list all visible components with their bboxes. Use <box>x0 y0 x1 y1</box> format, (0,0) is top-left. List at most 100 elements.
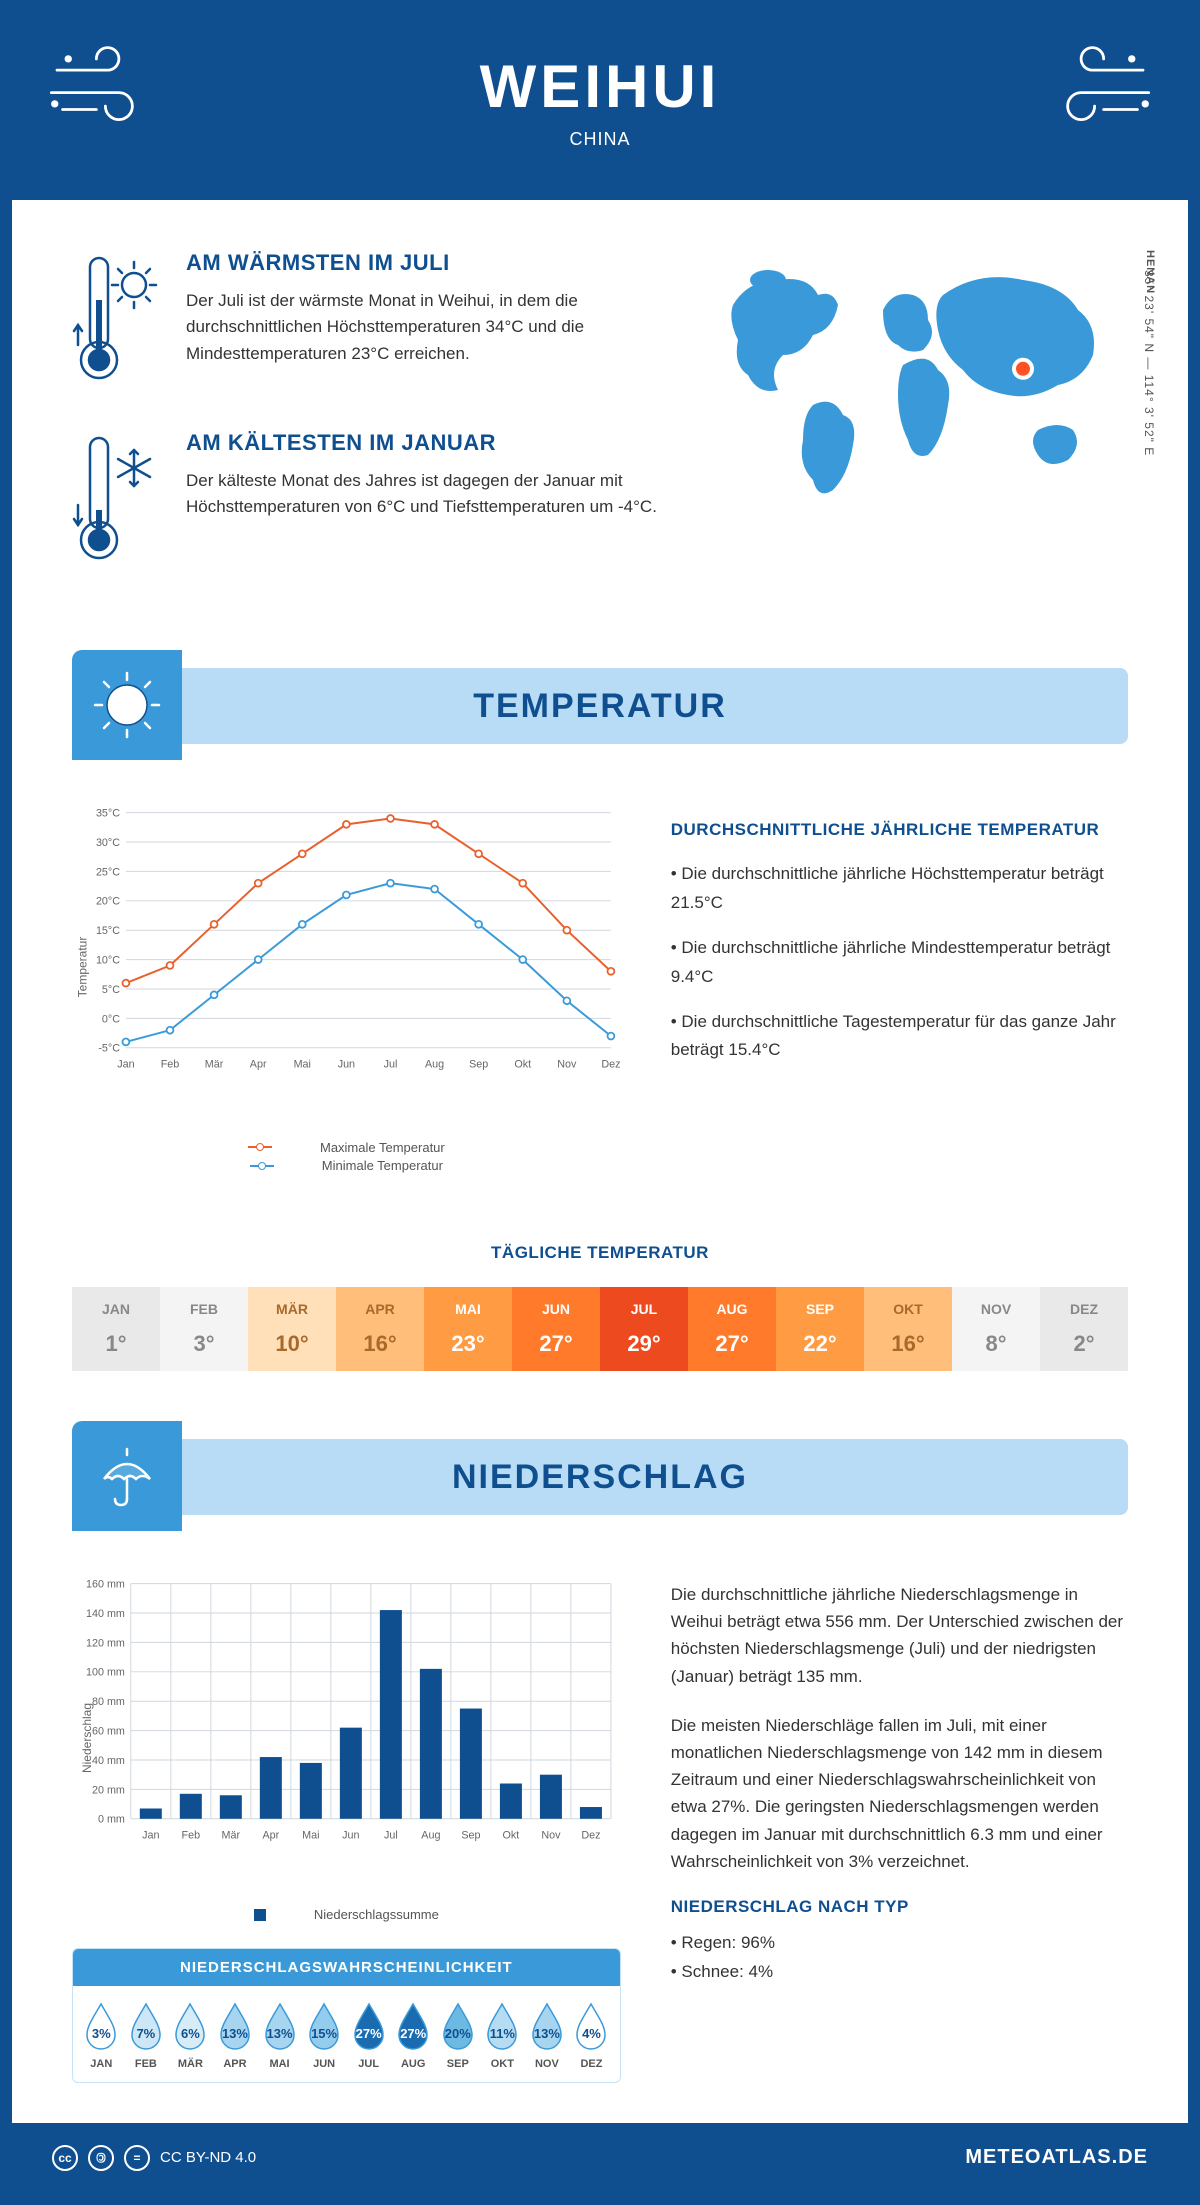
wind-icon <box>42 42 162 132</box>
svg-text:Mai: Mai <box>294 1058 311 1070</box>
warmest-title: AM WÄRMSTEN IM JULI <box>186 250 668 276</box>
temperature-line-chart: Temperatur -5°C0°C5°C10°C15°C20°C25°C30°… <box>72 800 621 1173</box>
thermometer-hot-icon <box>72 250 162 390</box>
svg-text:Feb: Feb <box>161 1058 180 1070</box>
svg-text:Nov: Nov <box>541 1829 561 1841</box>
svg-text:Apr: Apr <box>250 1058 267 1070</box>
legend-min: Minimale Temperatur <box>322 1158 443 1173</box>
prob-cell: 6% MÄR <box>168 2002 213 2070</box>
svg-text:Okt: Okt <box>503 1829 520 1841</box>
prob-cell: 13% APR <box>213 2002 258 2070</box>
prob-cell: 4% DEZ <box>569 2002 614 2070</box>
nd-icon: = <box>124 2145 150 2171</box>
precip-section-header: NIEDERSCHLAG <box>72 1421 1128 1531</box>
svg-text:Dez: Dez <box>581 1829 600 1841</box>
chart-ylabel: Temperatur <box>75 937 89 998</box>
prob-cell: 15% JUN <box>302 2002 347 2070</box>
chart-ylabel: Niederschlag <box>80 1703 94 1773</box>
world-map: HENAN 35° 23' 54" N — 114° 3' 52" E <box>708 250 1128 610</box>
header: WEIHUI CHINA <box>12 12 1188 200</box>
svg-text:60 mm: 60 mm <box>92 1726 125 1738</box>
prob-cell: 13% NOV <box>525 2002 570 2070</box>
svg-text:Jan: Jan <box>117 1058 134 1070</box>
svg-text:Aug: Aug <box>421 1829 440 1841</box>
svg-text:Jul: Jul <box>384 1829 398 1841</box>
daily-temp-cell: NOV8° <box>952 1287 1040 1371</box>
daily-temp-cell: JUN27° <box>512 1287 600 1371</box>
city-name: WEIHUI <box>32 52 1168 121</box>
cc-icon: cc <box>52 2145 78 2171</box>
svg-text:140 mm: 140 mm <box>86 1608 125 1620</box>
thermometer-cold-icon <box>72 430 162 570</box>
svg-text:Aug: Aug <box>425 1058 444 1070</box>
prob-cell: 11% OKT <box>480 2002 525 2070</box>
svg-text:40 mm: 40 mm <box>92 1755 125 1767</box>
daily-temp-cell: MÄR10° <box>248 1287 336 1371</box>
temp-info-title: DURCHSCHNITTLICHE JÄHRLICHE TEMPERATUR <box>671 820 1128 840</box>
daily-temp-cell: JUL29° <box>600 1287 688 1371</box>
daily-temp-cell: APR16° <box>336 1287 424 1371</box>
coldest-title: AM KÄLTESTEN IM JANUAR <box>186 430 668 456</box>
prob-cell: 3% JAN <box>79 2002 124 2070</box>
license-text: CC BY-ND 4.0 <box>160 2149 256 2166</box>
temp-info-p2: • Die durchschnittliche jährliche Mindes… <box>671 934 1128 992</box>
svg-text:25°C: 25°C <box>96 866 120 878</box>
prob-cell: 7% FEB <box>124 2002 169 2070</box>
legend-max: Maximale Temperatur <box>320 1140 445 1155</box>
svg-text:20 mm: 20 mm <box>92 1784 125 1796</box>
svg-text:160 mm: 160 mm <box>86 1579 125 1591</box>
site-name: METEOATLAS.DE <box>965 2146 1148 2169</box>
warmest-block: AM WÄRMSTEN IM JULI Der Juli ist der wär… <box>72 250 668 390</box>
precip-text-p2: Die meisten Niederschläge fallen im Juli… <box>671 1712 1128 1875</box>
daily-temp-cell: FEB3° <box>160 1287 248 1371</box>
prob-cell: 20% SEP <box>436 2002 481 2070</box>
by-icon: 🄯 <box>88 2145 114 2171</box>
svg-text:Sep: Sep <box>461 1829 480 1841</box>
svg-text:Jul: Jul <box>384 1058 398 1070</box>
daily-temp-cell: JAN1° <box>72 1287 160 1371</box>
svg-text:80 mm: 80 mm <box>92 1696 125 1708</box>
prob-cell: 27% AUG <box>391 2002 436 2070</box>
daily-temp-table: JAN1°FEB3°MÄR10°APR16°MAI23°JUN27°JUL29°… <box>72 1287 1128 1371</box>
svg-text:0°C: 0°C <box>102 1013 120 1025</box>
svg-text:20°C: 20°C <box>96 896 120 908</box>
svg-text:Mai: Mai <box>302 1829 319 1841</box>
svg-text:-5°C: -5°C <box>98 1043 120 1055</box>
svg-text:Jan: Jan <box>142 1829 159 1841</box>
svg-text:Okt: Okt <box>514 1058 531 1070</box>
svg-text:Jun: Jun <box>338 1058 355 1070</box>
svg-text:5°C: 5°C <box>102 984 120 996</box>
precip-bar-chart: Niederschlag 0 mm 20 mm 40 mm 60 mm 80 mm 100… <box>72 1571 621 1891</box>
svg-text:Apr: Apr <box>262 1829 279 1841</box>
daily-temp-cell: MAI23° <box>424 1287 512 1371</box>
svg-text:Mär: Mär <box>222 1829 241 1841</box>
svg-text:Nov: Nov <box>557 1058 577 1070</box>
svg-text:Sep: Sep <box>469 1058 488 1070</box>
wind-icon <box>1038 42 1158 132</box>
svg-text:Jun: Jun <box>342 1829 359 1841</box>
svg-text:100 mm: 100 mm <box>86 1667 125 1679</box>
precip-type-2: • Schnee: 4% <box>671 1958 1128 1987</box>
location-marker-icon <box>1014 360 1032 378</box>
svg-text:Feb: Feb <box>182 1829 201 1841</box>
coldest-block: AM KÄLTESTEN IM JANUAR Der kälteste Mona… <box>72 430 668 570</box>
precip-probability-table: NIEDERSCHLAGSWAHRSCHEINLICHKEIT 3% JAN 7… <box>72 1948 621 2083</box>
daily-temp-cell: DEZ2° <box>1040 1287 1128 1371</box>
svg-text:Mär: Mär <box>205 1058 224 1070</box>
footer: cc 🄯 = CC BY-ND 4.0 METEOATLAS.DE <box>12 2123 1188 2193</box>
daily-temp-title: TÄGLICHE TEMPERATUR <box>12 1243 1188 1263</box>
prob-cell: 13% MAI <box>257 2002 302 2070</box>
precip-type-title: NIEDERSCHLAG NACH TYP <box>671 1897 1128 1917</box>
legend-precip: Niederschlagssumme <box>314 1907 439 1922</box>
daily-temp-cell: OKT16° <box>864 1287 952 1371</box>
daily-temp-cell: AUG27° <box>688 1287 776 1371</box>
temp-info-p3: • Die durchschnittliche Tagestemperatur … <box>671 1008 1128 1066</box>
svg-text:30°C: 30°C <box>96 837 120 849</box>
daily-temp-cell: SEP22° <box>776 1287 864 1371</box>
svg-text:120 mm: 120 mm <box>86 1637 125 1649</box>
temperature-section-header: TEMPERATUR <box>72 650 1128 760</box>
coldest-text: Der kälteste Monat des Jahres ist dagege… <box>186 468 668 521</box>
svg-text:0 mm: 0 mm <box>98 1814 125 1826</box>
svg-text:35°C: 35°C <box>96 808 120 820</box>
svg-text:10°C: 10°C <box>96 955 120 967</box>
